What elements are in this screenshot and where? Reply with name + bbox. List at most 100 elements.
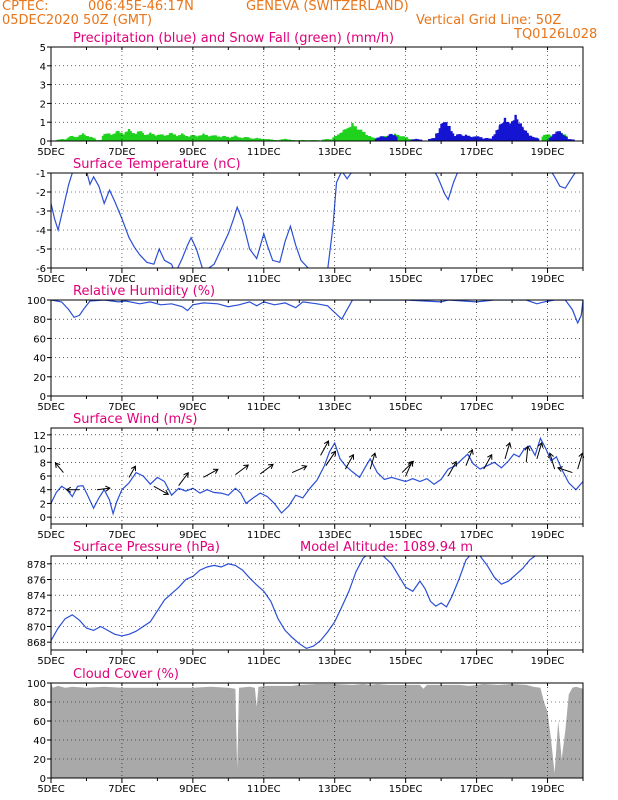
rh-ytick-label: 60 — [33, 334, 46, 345]
wind-arrow — [325, 451, 336, 466]
precip-snow-bar — [123, 134, 126, 141]
precip-rain-bar — [470, 137, 474, 141]
rh-ytick-label: 80 — [33, 315, 46, 326]
precip-snow-bar — [541, 136, 544, 141]
precip-rain-bar — [489, 138, 492, 141]
precip-snow-bar — [117, 130, 120, 141]
precip-rain-bar — [464, 134, 468, 141]
precip-snow-bar — [181, 133, 184, 141]
wind-ytick-label: 8 — [40, 458, 46, 469]
precip-snow-bar — [87, 137, 90, 141]
precip-snow-bar — [177, 135, 181, 141]
precip-rain-bar — [411, 139, 415, 141]
wind-arrow-head — [54, 462, 61, 468]
temp-series-line — [51, 173, 583, 268]
precip-snow-bar — [258, 138, 262, 141]
pressure-xtick-label: 13DEC — [318, 656, 352, 667]
precip-snow-bar — [403, 139, 406, 141]
precip-snow-bar — [301, 139, 305, 141]
precip-snow-bar — [84, 138, 87, 141]
precip-rain-bar — [497, 129, 500, 141]
precip-title: Precipitation (blue) and Snow Fall (gree… — [73, 31, 394, 46]
precip-rain-bar — [518, 131, 521, 141]
precip-ytick-label: 5 — [40, 43, 46, 54]
precip-rain-bar — [570, 139, 574, 141]
precip-snow-bar — [246, 137, 249, 141]
wind-xtick-label: 9DEC — [179, 530, 206, 541]
pressure-ytick-label: 872 — [27, 607, 46, 618]
precip-snow-bar — [261, 139, 264, 141]
precip-snow-bar — [99, 139, 102, 141]
temp-xtick-label: 9DEC — [179, 274, 206, 285]
precip-rain-bar — [431, 138, 434, 141]
precip-snow-bar — [133, 134, 137, 141]
precip-snow-bar — [362, 136, 365, 141]
temp-xtick-label: 15DEC — [389, 274, 423, 285]
wind-arrow — [405, 461, 413, 477]
precip-rain-bar — [452, 136, 456, 141]
temp-title: Surface Temperature (nC) — [73, 157, 241, 172]
precip-snow-bar — [186, 136, 190, 141]
cloud-xtick-label: 11DEC — [247, 784, 281, 795]
precip-rain-bar — [476, 136, 480, 141]
pressure-ytick-label: 868 — [27, 638, 46, 649]
precip-rain-bar — [443, 131, 447, 141]
precip-snow-bar — [326, 138, 329, 141]
precip-snow-bar — [243, 137, 246, 141]
precip-rain-bar — [560, 134, 563, 141]
precip-ytick-label: 4 — [40, 62, 46, 73]
precip-snow-bar — [397, 136, 401, 141]
precip-rain-bar — [385, 137, 388, 141]
precip-snow-bar — [250, 138, 254, 141]
precip-snow-bar — [83, 134, 86, 141]
cloud-xtick-label: 15DEC — [389, 784, 423, 795]
precip-rain-bar — [438, 128, 442, 141]
precip-snow-bar — [60, 139, 63, 141]
precip-rain-bar — [473, 136, 477, 141]
wind-arrow-head — [163, 489, 170, 495]
precip-snow-bar — [399, 136, 402, 141]
precip-snow-bar — [367, 136, 370, 141]
precip-xtick-label: 7DEC — [108, 147, 135, 158]
temp-ytick-label: -3 — [36, 207, 46, 218]
precip-rain-bar — [487, 138, 491, 141]
precip-snow-bar — [240, 138, 243, 141]
precip-snow-bar — [150, 134, 154, 141]
precip-snow-bar — [231, 136, 234, 141]
wind-arrow-head — [243, 464, 250, 470]
wind-arrow-head — [407, 460, 414, 467]
wind-arrow-head — [537, 441, 544, 448]
precip-snow-bar — [333, 136, 337, 141]
wind-arrow — [483, 454, 493, 470]
precip-snow-bar — [162, 135, 166, 141]
precip-rain-bar — [552, 134, 555, 141]
precip-snow-bar — [209, 135, 213, 141]
precip-rain-bar — [533, 137, 537, 141]
rh-xtick-label: 5DEC — [37, 402, 64, 413]
wind-arrow-head — [468, 448, 474, 455]
precip-snow-bar — [182, 134, 186, 141]
precip-rain-bar — [507, 127, 511, 141]
wind-xtick-label: 5DEC — [37, 530, 64, 541]
wind-arrow — [320, 440, 329, 456]
precip-snow-bar — [282, 139, 285, 141]
rh-ytick-label: 20 — [33, 373, 46, 384]
precip-snow-bar — [285, 139, 288, 141]
precip-snow-bar — [74, 136, 77, 141]
precip-rain-bar — [443, 122, 446, 141]
wind-arrow-head — [105, 485, 111, 492]
precip-snow-bar — [329, 139, 333, 141]
precip-snow-bar — [67, 137, 71, 141]
precip-snow-bar — [131, 133, 134, 141]
precip-snow-bar — [108, 133, 111, 141]
precip-rain-bar — [566, 139, 569, 141]
cloud-xtick-label: 17DEC — [460, 784, 494, 795]
pressure-xtick-label: 9DEC — [179, 656, 206, 667]
precip-snow-bar — [546, 134, 549, 141]
precip-snow-bar — [248, 137, 251, 141]
precip-snow-bar — [161, 134, 164, 141]
temp-xtick-label: 5DEC — [37, 274, 64, 285]
temp-ytick-label: -1 — [36, 169, 46, 180]
precip-snow-bar — [367, 139, 371, 141]
precip-xtick-label: 9DEC — [179, 147, 206, 158]
